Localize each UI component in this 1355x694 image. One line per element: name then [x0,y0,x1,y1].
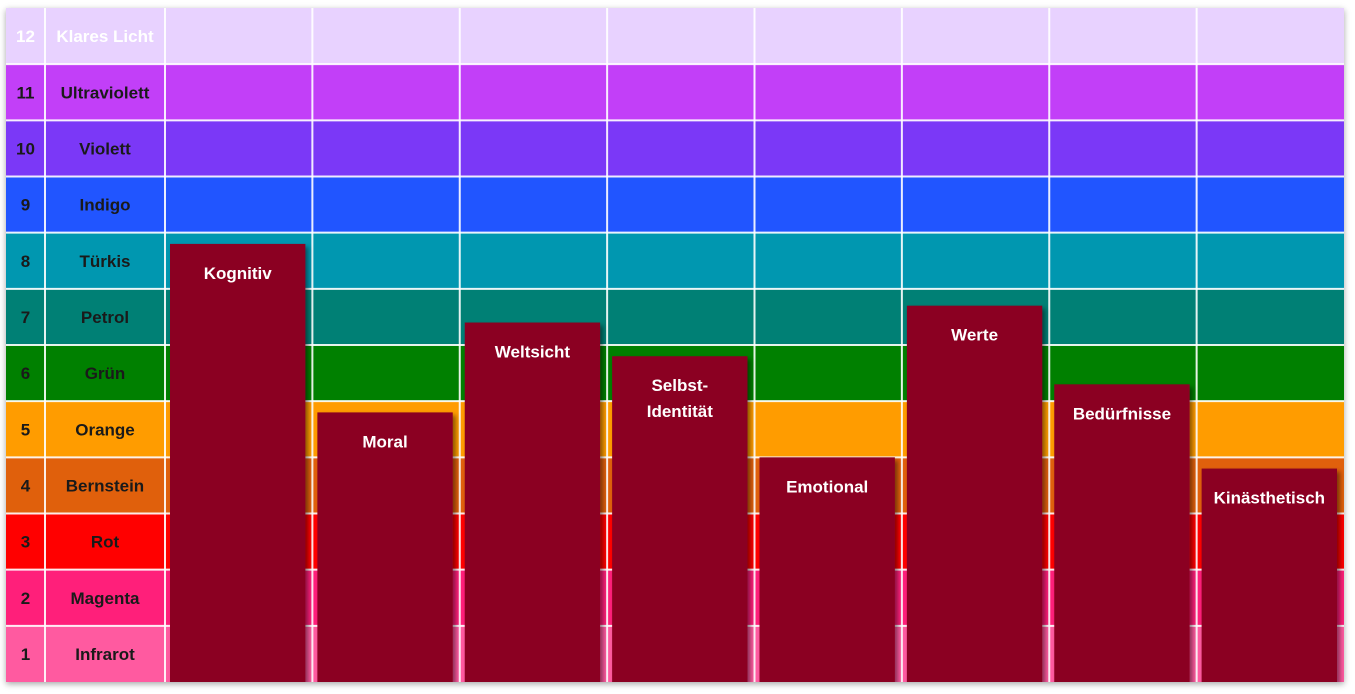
level-name-1: Infrarot [75,645,135,664]
level-number-11: 11 [17,83,35,102]
level-band-10 [6,120,1344,177]
bar-label-7: Bedürfnisse [1073,404,1171,423]
level-name-6: Grün [85,364,126,383]
level-number-6: 6 [21,364,30,383]
level-name-10: Violett [79,139,131,158]
bar-label-6: Werte [951,326,998,345]
level-band-9 [6,176,1344,233]
level-number-10: 10 [16,139,35,158]
level-number-5: 5 [21,420,30,439]
level-number-4: 4 [21,476,31,495]
bar-label-4: Selbst-Identität [647,376,713,421]
level-name-11: Ultraviolett [61,83,150,102]
level-name-12: Klares Licht [56,27,154,46]
bar-label-2: Moral [362,432,407,451]
bar-1 [170,243,306,682]
level-number-2: 2 [21,589,30,608]
level-band-11 [6,64,1344,121]
bar-3 [464,322,601,682]
level-labels: 1 Infrarot 2 Magenta 3 Rot 4 Bernstein 5 Orange 6 G… [16,27,154,664]
level-number-7: 7 [21,308,30,327]
level-number-12: 12 [16,27,35,46]
bar-4 [612,356,748,682]
level-number-1: 1 [21,645,30,664]
level-name-3: Rot [91,533,120,552]
bar-5 [759,457,895,682]
level-name-4: Bernstein [66,476,144,495]
bar-label-3: Weltsicht [495,343,571,362]
bar-labels: Kognitiv Moral Weltsicht Selbst-Identität Em… [204,264,1325,508]
level-number-3: 3 [21,533,30,552]
bar-7 [1054,384,1190,682]
bar-label-1: Kognitiv [204,264,273,283]
level-name-2: Magenta [71,589,141,608]
level-name-5: Orange [75,420,135,439]
bar-label-5: Emotional [786,477,868,496]
level-number-8: 8 [21,252,30,271]
level-name-8: Türkis [79,252,130,271]
bars [170,243,1337,682]
chart-svg: 1 Infrarot 2 Magenta 3 Rot 4 Bernstein 5 Orange 6 G… [6,8,1344,682]
bar-8 [1201,468,1337,682]
bar-2 [317,412,453,682]
bar-label-8: Kinästhetisch [1214,489,1325,508]
level-number-9: 9 [21,196,30,215]
chart-frame: 1 Infrarot 2 Magenta 3 Rot 4 Bernstein 5 Orange 6 G… [6,8,1344,682]
level-name-7: Petrol [81,308,129,327]
bar-6 [906,305,1043,682]
level-name-9: Indigo [80,196,131,215]
level-band-12 [6,8,1344,65]
